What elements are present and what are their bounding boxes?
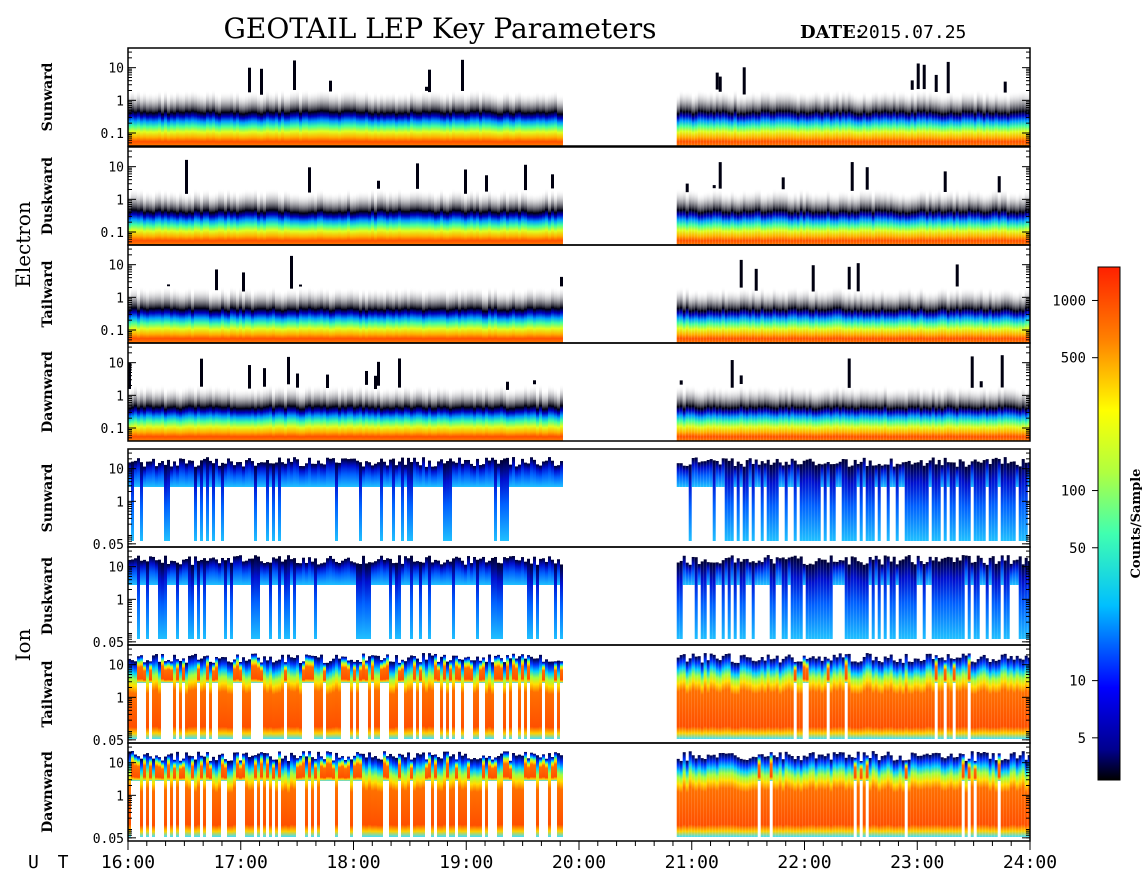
ytick-label: 0.1 bbox=[101, 324, 124, 339]
ytick-label: 1 bbox=[116, 593, 124, 608]
colorbar-tick-label: 10 bbox=[1069, 674, 1086, 690]
ytick-label: 0.1 bbox=[101, 422, 124, 437]
panel-electron-sunward: 10 1 0.1 Sunward bbox=[40, 47, 1031, 147]
xtick-label: 21:00 bbox=[665, 852, 719, 873]
ytick-label: 10 bbox=[108, 161, 124, 176]
colorbar-tick-label: 500 bbox=[1061, 351, 1086, 367]
colorbar-tick-label: 50 bbox=[1069, 541, 1086, 557]
ytick-label: 0.05 bbox=[93, 636, 124, 651]
panel-spectrogram bbox=[128, 59, 1030, 146]
panel-direction-label: Dawnward bbox=[40, 351, 56, 433]
date-label: DATE: bbox=[800, 22, 862, 43]
panel-spectrogram bbox=[128, 355, 1030, 441]
xtick-label: 23:00 bbox=[890, 852, 944, 873]
panel-ion-sunward: 10 1 0.05 Sunward bbox=[40, 448, 1031, 553]
xaxis-label: U T bbox=[28, 852, 73, 873]
panel-electron-duskward: 10 1 0.1 Duskward bbox=[40, 146, 1031, 246]
colorbar: 1000 500 100 50 10 5 Counts/Sample bbox=[1052, 266, 1142, 781]
panel-ion-dawnward: 10 1 0.05 Dawnward bbox=[40, 742, 1031, 847]
xtick-label: 16:00 bbox=[101, 852, 155, 873]
xtick-label: 22:00 bbox=[777, 852, 831, 873]
particle-group-labels: Electron Ion bbox=[11, 201, 35, 661]
panel-frame bbox=[127, 342, 1031, 442]
ytick-label: 10 bbox=[108, 62, 124, 77]
xtick-label: 20:00 bbox=[552, 852, 606, 873]
ytick-label: 1 bbox=[116, 789, 124, 804]
panel-direction-label: Tailward bbox=[40, 260, 56, 327]
xtick-label: 18:00 bbox=[326, 852, 380, 873]
ytick-label: 0.1 bbox=[101, 226, 124, 241]
ytick-label: 1 bbox=[116, 389, 124, 404]
date-value: 2015.07.25 bbox=[858, 22, 966, 43]
ytick-label: 1 bbox=[116, 193, 124, 208]
ytick-label: 0.1 bbox=[101, 127, 124, 142]
ytick-label: 10 bbox=[108, 357, 124, 372]
panel-direction-label: Duskward bbox=[40, 157, 56, 235]
ytick-label: 10 bbox=[108, 757, 124, 772]
group-label-electron: Electron bbox=[11, 201, 35, 288]
group-label-ion: Ion bbox=[11, 628, 35, 661]
ytick-label: 1 bbox=[116, 94, 124, 109]
panel-electron-tailward: 10 1 0.1 Tailward bbox=[40, 244, 1031, 344]
panel-ion-tailward: 10 1 0.05 Tailward bbox=[40, 644, 1031, 749]
panel-frame bbox=[127, 47, 1031, 147]
ytick-label: 1 bbox=[116, 291, 124, 306]
panel-direction-label: Sunward bbox=[40, 463, 56, 532]
panel-spectrogram bbox=[128, 555, 1030, 639]
ytick-label: 10 bbox=[108, 463, 124, 478]
figure-title: GEOTAIL LEP Key Parameters bbox=[224, 12, 657, 45]
ytick-label: 0.05 bbox=[93, 734, 124, 749]
panel-ion-duskward: 10 1 0.05 Duskward bbox=[40, 546, 1031, 651]
panel-spectrogram bbox=[128, 751, 1030, 837]
panel-direction-label: Duskward bbox=[40, 557, 56, 635]
panel-spectrogram bbox=[128, 457, 1030, 541]
ytick-label: 10 bbox=[108, 561, 124, 576]
ytick-label: 1 bbox=[116, 495, 124, 510]
panel-spectrogram bbox=[128, 653, 1030, 739]
panel-direction-label: Tailward bbox=[40, 660, 56, 727]
panel-direction-label: Dawnward bbox=[40, 751, 56, 833]
panel-spectrogram bbox=[128, 159, 1030, 245]
time-axis: U T 16:00 17:00 18:00 19:00 20:00 21:00 22:00 23… bbox=[28, 841, 1057, 873]
ytick-label: 10 bbox=[108, 659, 124, 674]
panel-electron-dawnward: 10 1 0.1 Dawnward bbox=[40, 342, 1031, 442]
colorbar-tick-label: 5 bbox=[1078, 731, 1086, 747]
xtick-label: 17:00 bbox=[214, 852, 268, 873]
ytick-label: 1 bbox=[116, 691, 124, 706]
ytick-label: 0.05 bbox=[93, 832, 124, 847]
colorbar-tick-label: 1000 bbox=[1052, 293, 1086, 309]
colorbar-tick-label: 100 bbox=[1061, 484, 1086, 500]
panel-direction-label: Sunward bbox=[40, 62, 56, 131]
panel-spectrogram bbox=[128, 255, 1030, 343]
ytick-label: 10 bbox=[108, 259, 124, 274]
colorbar-label: Counts/Sample bbox=[1129, 469, 1142, 579]
spectrogram-panels: 10 1 0.1 Sunward 10 1 0.1 Duskward 10 1 0.1 Tailwar… bbox=[40, 47, 1031, 847]
xtick-label: 19:00 bbox=[439, 852, 493, 873]
ytick-label: 0.05 bbox=[93, 538, 124, 553]
colorbar-gradient bbox=[1097, 266, 1121, 781]
xtick-label: 24:00 bbox=[1003, 852, 1057, 873]
